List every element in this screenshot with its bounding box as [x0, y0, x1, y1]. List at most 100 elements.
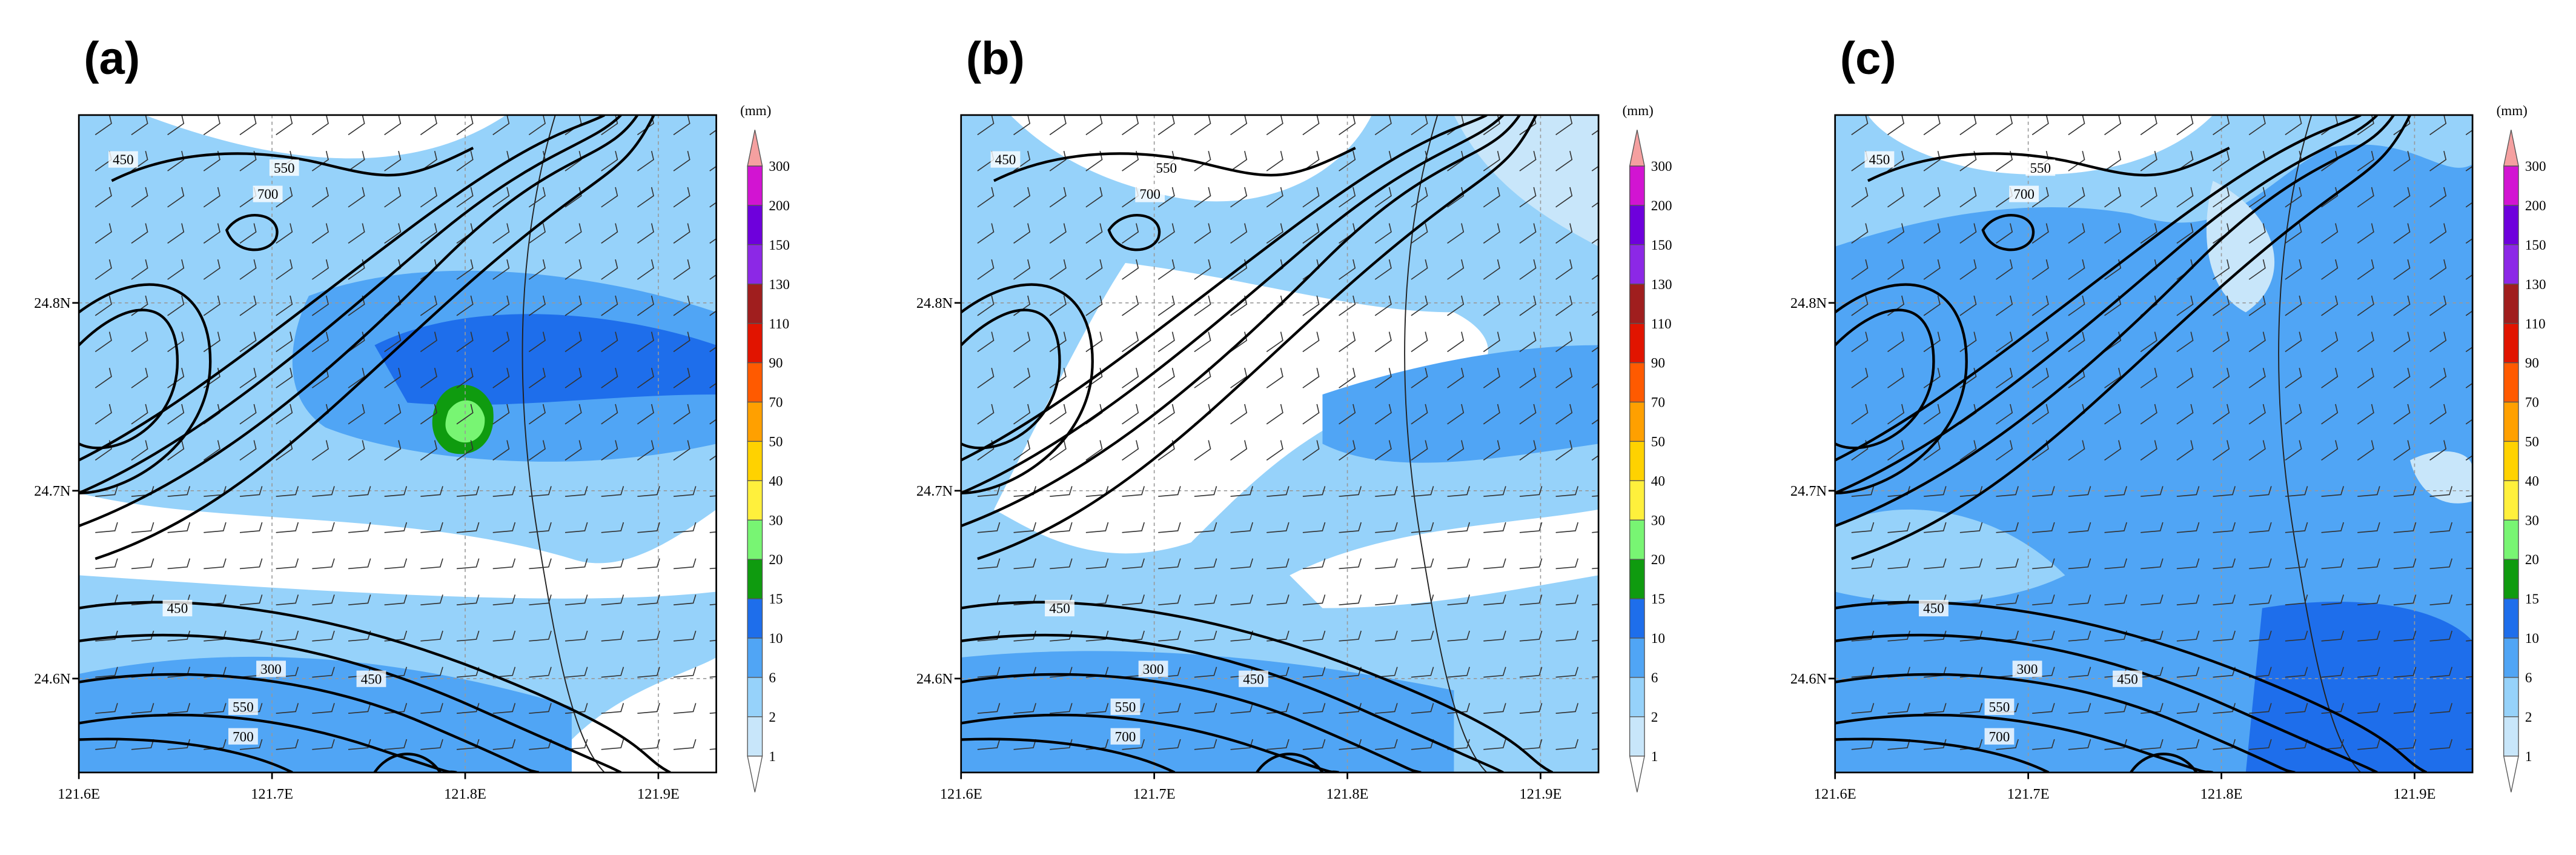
wind-barb: [977, 187, 995, 208]
colorbar-label: 300: [1651, 158, 1672, 174]
wind-barb: [1302, 440, 1320, 461]
wind-barb: [2068, 667, 2091, 678]
wind-barb: [1339, 739, 1362, 750]
wind-barb: [1085, 115, 1103, 136]
wind-barb: [1374, 187, 1392, 208]
colorbar-unit: (mm): [2497, 102, 2528, 118]
wind-barb: [1266, 187, 1283, 208]
wind-barb: [601, 558, 624, 570]
wind-barb: [977, 558, 1001, 570]
wind-barb: [1374, 440, 1392, 461]
wind-barb: [1447, 630, 1471, 642]
wind-barb: [1122, 331, 1139, 353]
wind-barb: [2429, 187, 2447, 208]
wind-barb: [167, 223, 185, 244]
wind-barb: [1519, 739, 1543, 750]
wind-barb: [2140, 440, 2157, 461]
height-contour: [2130, 753, 2198, 773]
wind-barb: [239, 368, 257, 388]
height-contour: [961, 115, 1505, 494]
wind-barb: [1959, 522, 1983, 533]
wind-barb: [384, 594, 408, 605]
wind-barb: [204, 630, 227, 642]
wind-barb: [311, 187, 329, 208]
wind-barb: [673, 187, 690, 208]
colorbar-label: 200: [1651, 198, 1672, 213]
wind-barb: [167, 259, 185, 280]
wind-barb: [565, 630, 588, 642]
wind-barb: [1158, 558, 1181, 570]
contour-label-bg: [253, 185, 283, 202]
wind-barb: [2321, 259, 2339, 280]
colorbar-label: 2: [2525, 709, 2532, 725]
colorbar-over: [1629, 130, 1645, 167]
wind-barb: [420, 703, 443, 714]
wind-barb: [528, 187, 546, 208]
colorbar-segment: [1629, 244, 1645, 285]
wind-barb: [1157, 259, 1175, 280]
wind-barb: [94, 259, 112, 280]
wind-barb: [1085, 522, 1109, 533]
wind-barb: [276, 115, 293, 136]
colorbar-segment: [2503, 519, 2519, 560]
wind-barb: [529, 558, 552, 570]
wind-barb: [1519, 522, 1543, 533]
wind-barb: [420, 404, 437, 425]
wind-barb: [456, 187, 474, 208]
wind-barb: [2104, 115, 2122, 136]
wind-barb: [1339, 259, 1356, 280]
coastline: [521, 115, 605, 773]
wind-barb: [1302, 368, 1320, 388]
wind-barb: [1519, 331, 1537, 353]
contour-label-bg: [1984, 728, 2015, 745]
wind-barb: [1374, 115, 1392, 136]
wind-barb: [1555, 440, 1573, 461]
wind-barb: [131, 703, 154, 714]
colorbar-segment: [747, 165, 763, 206]
wind-barb: [1447, 187, 1465, 208]
wind-barb: [1158, 739, 1181, 750]
wind-barb: [1555, 404, 1573, 425]
wind-barb: [492, 558, 516, 570]
wind-barb: [637, 486, 660, 497]
wind-barb: [1555, 187, 1573, 208]
colorbar-under: [1629, 756, 1645, 793]
wind-barb: [1411, 558, 1434, 570]
wind-barb: [2140, 151, 2157, 171]
wind-barb: [456, 739, 480, 750]
x-tick-label: 121.6E: [58, 786, 100, 802]
wind-barb: [2357, 594, 2380, 605]
wind-barb: [977, 259, 995, 280]
wind-barb: [2285, 667, 2308, 678]
wind-barb: [2176, 187, 2194, 208]
wind-barb: [312, 703, 335, 714]
wind-barb: [2213, 295, 2230, 316]
wind-barb: [2176, 594, 2200, 605]
wind-barb: [456, 295, 474, 316]
colorbar-label: 40: [2525, 473, 2539, 488]
wind-barb: [311, 440, 329, 461]
wind-barb: [420, 522, 443, 533]
wind-barb: [348, 594, 371, 605]
wind-barb: [1483, 404, 1500, 425]
wind-barb: [1591, 440, 1599, 461]
wind-barb: [1555, 630, 1579, 642]
wind-barb: [2357, 187, 2374, 208]
wind-barb: [1049, 440, 1067, 461]
wind-barb: [1851, 295, 1869, 316]
wind-barb: [276, 295, 293, 316]
wind-barb: [2141, 739, 2164, 750]
wind-barb: [1996, 295, 2013, 316]
rain-shading: [374, 314, 717, 405]
wind-barb: [167, 630, 191, 642]
wind-barb: [1339, 440, 1356, 461]
wind-barb: [673, 404, 690, 425]
wind-barb: [2104, 223, 2122, 244]
wind-barb: [1122, 259, 1139, 280]
wind-barb: [1447, 667, 1471, 678]
wind-barb: [1851, 667, 1875, 678]
wind-barb: [1483, 703, 1506, 714]
wind-barb: [1085, 223, 1103, 244]
wind-barb: [131, 558, 154, 570]
colorbar-label: 15: [1651, 591, 1665, 607]
